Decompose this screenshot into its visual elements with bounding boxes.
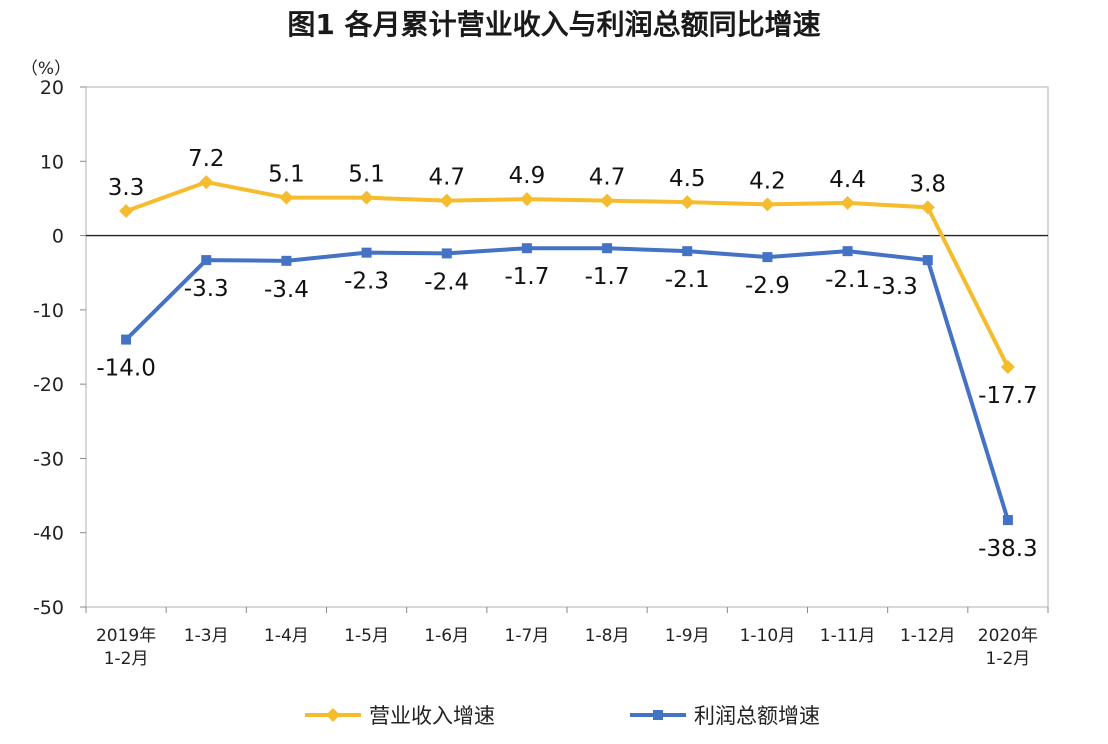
y-tick-label: -10	[33, 300, 64, 322]
x-tick-label: 2020年 1-2月	[978, 626, 1038, 669]
data-label: 4.4	[829, 167, 866, 193]
chart-title: 图1 各月累计营业收入与利润总额同比增速	[287, 8, 820, 41]
data-point-marker	[922, 255, 933, 266]
data-label: -1.7	[504, 264, 549, 290]
data-label: 7.2	[188, 146, 225, 172]
legend-swatch-marker	[653, 710, 663, 720]
x-tick-label-line: 1-4月	[264, 626, 309, 646]
series-line	[125, 180, 1010, 368]
x-tick-label: 1-8月	[585, 626, 630, 646]
data-point-marker	[279, 190, 294, 205]
data-point-marker	[281, 255, 292, 266]
data-label: 4.9	[509, 163, 546, 189]
x-tick-label-line: 1-3月	[184, 626, 229, 646]
x-tick-label-line: 1-5月	[344, 626, 389, 646]
x-tick-label-line: 2020年	[978, 626, 1038, 646]
x-tick-label-line: 1-9月	[665, 626, 710, 646]
y-tick-label: -30	[33, 448, 64, 470]
data-label: -14.0	[96, 356, 156, 382]
data-label: 3.3	[108, 175, 145, 201]
data-point-marker	[521, 243, 532, 254]
y-tick-label: 20	[40, 77, 64, 99]
data-label: -2.1	[665, 267, 710, 293]
y-tick-label: 0	[52, 226, 64, 248]
x-tick-label: 1-12月	[900, 626, 956, 646]
data-point-marker	[920, 200, 935, 215]
x-tick-label-line: 1-6月	[424, 626, 469, 646]
x-tick-label: 1-10月	[740, 626, 796, 646]
x-tick-label: 1-7月	[505, 626, 550, 646]
data-point-marker	[602, 243, 613, 254]
data-point-marker	[441, 248, 452, 259]
data-point-marker	[439, 193, 454, 208]
x-tick-label-line: 2019年	[96, 626, 156, 646]
legend-label: 利润总额增速	[694, 704, 820, 728]
data-point-marker	[842, 246, 853, 257]
data-label: 3.8	[909, 171, 946, 197]
x-tick-label: 1-9月	[665, 626, 710, 646]
data-point-marker	[201, 255, 212, 266]
data-label: -17.7	[978, 383, 1038, 409]
data-point-marker	[760, 197, 775, 212]
data-point-marker	[840, 195, 855, 210]
data-label: 5.1	[348, 162, 385, 188]
x-tick-label-line: 1-12月	[900, 626, 956, 646]
data-label: -1.7	[585, 264, 630, 290]
x-tick-label-line: 1-10月	[740, 626, 796, 646]
y-tick-label: 10	[40, 151, 64, 173]
x-tick-label: 2019年 1-2月	[96, 626, 156, 669]
data-label: -2.9	[745, 273, 790, 299]
data-point-marker	[359, 190, 374, 205]
y-tick-label: -20	[33, 374, 64, 396]
data-label: 4.7	[589, 165, 626, 191]
legend-swatch-marker	[326, 708, 340, 722]
x-tick-label: 1-3月	[184, 626, 229, 646]
data-label: -2.1	[825, 267, 870, 293]
data-label: 4.5	[669, 166, 706, 192]
x-tick-label-line: 1-11月	[820, 626, 876, 646]
data-point-marker	[519, 192, 534, 207]
data-label: 4.2	[749, 168, 786, 194]
y-axis-unit: （%）	[21, 59, 71, 79]
x-tick-label: 1-11月	[820, 626, 876, 646]
x-tick-label: 1-6月	[424, 626, 469, 646]
data-point-marker	[680, 195, 695, 210]
x-tick-label-line: 1-2月	[986, 649, 1031, 669]
data-point-marker	[600, 193, 615, 208]
x-tick-label: 1-5月	[344, 626, 389, 646]
x-tick-label-line: 1-2月	[104, 649, 149, 669]
data-point-marker	[1002, 515, 1013, 526]
data-label: -38.3	[978, 536, 1038, 562]
data-label: -3.3	[873, 274, 918, 300]
data-label: 4.7	[428, 165, 465, 191]
data-point-marker	[119, 204, 134, 219]
x-tick-label-line: 1-7月	[505, 626, 550, 646]
x-tick-label-line: 1-8月	[585, 626, 630, 646]
data-point-marker	[121, 334, 132, 345]
data-label: 5.1	[268, 162, 305, 188]
legend-label: 营业收入增速	[369, 704, 495, 728]
data-point-marker	[361, 247, 372, 258]
data-label: -3.4	[264, 277, 309, 303]
data-point-marker	[199, 175, 214, 190]
plot-area	[85, 86, 1049, 608]
y-tick-label: -50	[33, 597, 64, 619]
data-point-marker	[762, 252, 773, 263]
y-tick-label: -40	[33, 523, 64, 545]
series-line	[124, 246, 1010, 521]
data-point-marker	[682, 246, 693, 257]
data-point-marker	[1000, 360, 1015, 375]
data-label: -2.4	[424, 269, 469, 295]
x-tick-label: 1-4月	[264, 626, 309, 646]
data-label: -3.3	[184, 276, 229, 302]
data-label: -2.3	[344, 269, 389, 295]
